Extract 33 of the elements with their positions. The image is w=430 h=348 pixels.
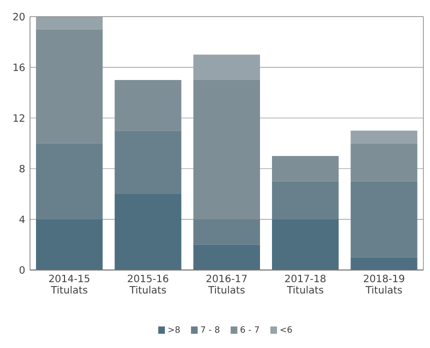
bar	[193, 54, 260, 80]
bar	[350, 143, 418, 182]
legend-label: 7 - 8	[201, 326, 220, 333]
bar	[193, 244, 260, 270]
y-tick-label: 4	[19, 216, 25, 223]
x-tick-label: 2015-16 Titulats	[128, 274, 168, 294]
bar	[193, 80, 260, 220]
bar	[350, 181, 418, 258]
y-tick-label: 20	[13, 12, 25, 20]
legend-label: 6 - 7	[240, 326, 259, 333]
x-tick-label: 2018-19 Titulats	[364, 274, 404, 294]
bar	[193, 219, 260, 245]
x-tick-label: 2016-17 Titulats	[206, 274, 247, 294]
y-tick-label: 0	[20, 266, 25, 274]
x-tick-label: 2014-15 Titulats	[49, 274, 90, 294]
bar	[350, 130, 418, 144]
bar	[36, 219, 103, 270]
bar	[114, 194, 182, 270]
bar	[36, 143, 103, 220]
bar	[36, 29, 103, 144]
bar	[114, 130, 182, 194]
bar	[272, 219, 339, 270]
y-tick-label: 8	[20, 164, 25, 172]
x-tick-label: 2017-18 Titulats	[285, 274, 326, 294]
bar	[350, 257, 418, 270]
legend-label: <6	[280, 326, 292, 333]
legend-label: >8	[168, 326, 180, 333]
y-tick-label: 16	[14, 64, 25, 72]
bar	[36, 16, 103, 30]
bar	[114, 80, 182, 131]
bar	[272, 181, 339, 220]
bar	[272, 156, 339, 182]
y-tick-label: 12	[14, 114, 24, 122]
